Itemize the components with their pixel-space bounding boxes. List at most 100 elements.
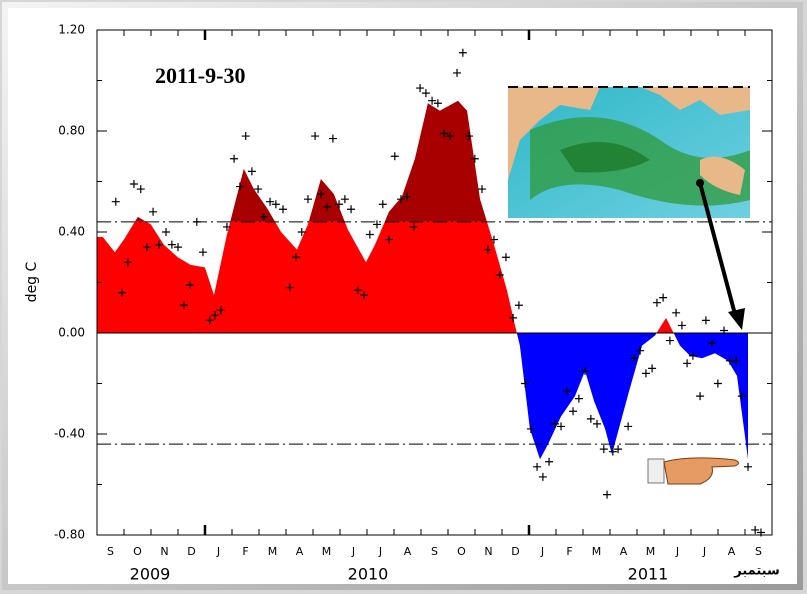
date-annotation: 2011-9-30 [155, 63, 245, 88]
cross-marker [297, 228, 306, 236]
cross-marker [335, 200, 344, 209]
y-axis-label: deg C [24, 261, 40, 302]
cross-marker [409, 222, 418, 231]
cross-marker [445, 132, 454, 141]
cross-marker [402, 192, 411, 201]
cross-marker [509, 313, 518, 322]
cross-marker [751, 525, 760, 534]
cross-marker [538, 472, 547, 481]
cross-marker [465, 132, 474, 141]
cross-marker [216, 306, 225, 315]
plot-area: -0.80 -0.40 0.00 0.40 0.80 1.20 S O N D J F M A M J J A S O… [54, 23, 780, 584]
month-note: سبتمبر [733, 564, 780, 579]
cross-marker [608, 447, 617, 456]
cross-marker [162, 228, 171, 236]
cross-marker [581, 366, 590, 375]
cross-marker [291, 253, 300, 262]
cross-marker [458, 48, 467, 57]
cross-marker [285, 283, 294, 292]
cross-marker [303, 195, 312, 204]
cross-marker [603, 490, 612, 499]
cross-marker [271, 200, 280, 209]
cross-marker [117, 288, 126, 297]
cross-marker [495, 270, 504, 279]
cross-marker [365, 230, 374, 239]
cross-marker [562, 387, 571, 396]
cross-marker [652, 298, 661, 307]
cross-marker [254, 185, 263, 194]
area-fill [97, 221, 674, 333]
cross-marker [347, 205, 356, 214]
cross-marker [659, 293, 668, 302]
cross-marker [526, 424, 535, 433]
cross-marker [550, 419, 559, 428]
cross-marker [614, 445, 623, 454]
month-label: M [592, 545, 602, 558]
cross-marker [247, 167, 256, 176]
y-tick-label: -0.80 [54, 528, 85, 542]
month-label: F [242, 545, 248, 558]
cross-marker [545, 457, 554, 466]
cross-marker [744, 462, 753, 471]
month-label: D [187, 545, 195, 558]
cross-marker [421, 89, 430, 98]
cross-marker [174, 243, 183, 252]
cross-marker [672, 308, 681, 317]
cross-marker [328, 134, 337, 143]
cross-marker [353, 286, 362, 295]
year-label: 2010 [348, 565, 389, 584]
month-label: S [431, 545, 438, 558]
cross-marker [732, 356, 741, 365]
year-label: 2011 [628, 565, 669, 584]
cross-marker [279, 205, 288, 214]
cross-marker [149, 207, 158, 216]
cross-marker [708, 339, 717, 348]
month-label: J [675, 545, 679, 558]
cross-marker [428, 96, 437, 105]
cross-marker [701, 316, 710, 325]
cross-marker [241, 132, 250, 141]
y-tick-label: 0.80 [58, 124, 85, 138]
cross-marker [235, 182, 244, 191]
cross-marker [713, 379, 722, 388]
cross-marker [123, 258, 132, 267]
pointing-hand [647, 457, 739, 485]
cross-marker [266, 197, 275, 206]
cross-marker [316, 190, 325, 199]
cross-marker [311, 132, 320, 141]
area-fill [134, 100, 487, 222]
cross-marker [629, 354, 638, 363]
cross-marker [501, 253, 510, 262]
cross-marker [167, 240, 176, 249]
cross-marker [372, 220, 381, 229]
y-tick-label: 1.20 [58, 23, 85, 37]
month-label: A [728, 545, 736, 558]
cross-marker [136, 185, 145, 194]
cross-marker [636, 346, 645, 355]
cross-marker [677, 321, 686, 330]
cross-marker [210, 311, 219, 320]
cross-marker [186, 281, 195, 290]
month-label: F [566, 545, 572, 558]
cross-marker [390, 152, 399, 161]
cross-marker [230, 154, 239, 163]
cross-marker [483, 245, 492, 254]
cross-marker [574, 394, 583, 403]
cross-marker [533, 462, 542, 471]
cross-marker [489, 235, 498, 244]
cross-marker [222, 222, 231, 231]
month-label: A [404, 545, 412, 558]
cross-marker [396, 195, 405, 204]
cross-marker [453, 68, 462, 77]
cross-marker [599, 445, 608, 454]
cross-marker [688, 351, 697, 360]
map-inset [508, 86, 750, 330]
cross-marker [624, 422, 633, 431]
year-label: 2009 [130, 565, 171, 584]
month-label: M [646, 545, 656, 558]
month-label: J [216, 545, 220, 558]
cross-marker [378, 200, 387, 209]
cross-marker [198, 248, 207, 257]
cross-marker [648, 364, 657, 373]
